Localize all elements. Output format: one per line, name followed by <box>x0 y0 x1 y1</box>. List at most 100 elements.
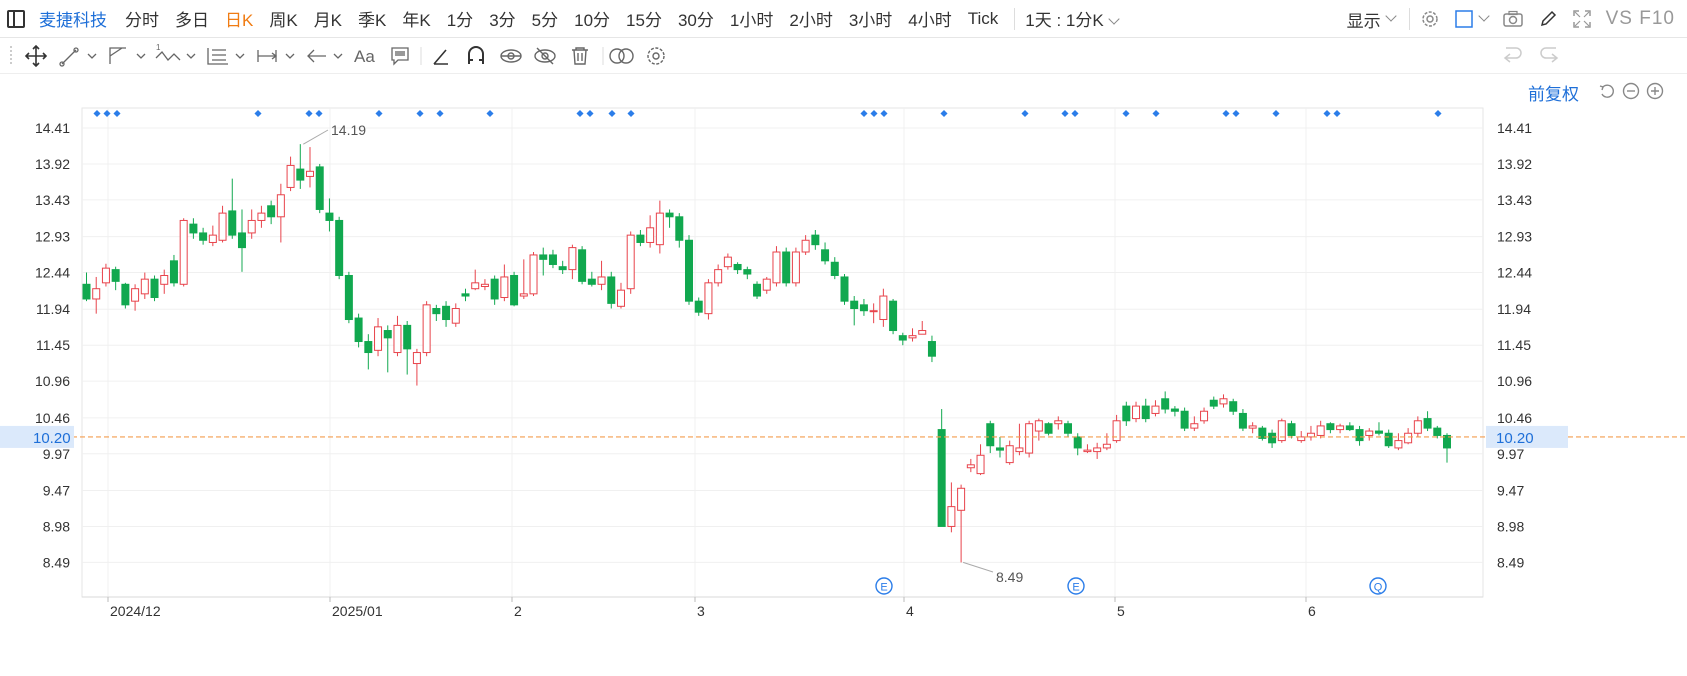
candle <box>869 303 878 324</box>
candle-body <box>568 247 577 271</box>
zoom-in-icon[interactable] <box>1646 82 1664 100</box>
period-tab[interactable]: 30分 <box>677 11 714 30</box>
period-tab[interactable]: 月K <box>313 11 343 30</box>
period-tab[interactable]: 季K <box>358 11 387 30</box>
candle-body <box>1326 423 1335 431</box>
candle <box>1374 422 1383 436</box>
reset-icon[interactable] <box>1598 82 1616 100</box>
line-tool-icon[interactable] <box>59 47 97 67</box>
fullscreen-button[interactable] <box>1572 9 1592 29</box>
comment-tool-icon[interactable] <box>391 47 409 66</box>
period-tab[interactable]: 3小时 <box>848 11 893 30</box>
period-tab[interactable]: Tick <box>967 8 999 28</box>
adjust-mode-button[interactable]: 前复权 <box>1528 85 1579 104</box>
compare-icon[interactable] <box>609 48 634 64</box>
period-tab[interactable]: 5分 <box>531 11 559 30</box>
candle <box>1258 425 1267 441</box>
candle-body <box>237 232 246 249</box>
period-tab[interactable]: 日K <box>225 11 254 30</box>
sidebar-toggle-icon[interactable] <box>7 9 25 28</box>
period-tab[interactable]: 10分 <box>574 11 611 30</box>
angle-tool-icon[interactable] <box>433 49 448 65</box>
candle-body <box>850 300 859 310</box>
arrow-tool-icon[interactable] <box>307 49 343 63</box>
redo-icon[interactable] <box>1540 47 1559 63</box>
candle-body <box>82 283 91 300</box>
candle <box>1044 422 1053 436</box>
fib-tool-icon[interactable] <box>207 48 245 65</box>
trash-icon[interactable] <box>572 47 588 65</box>
candle <box>753 281 762 299</box>
settings-button[interactable] <box>1420 9 1440 29</box>
candle <box>859 298 868 316</box>
candle-body <box>879 295 888 321</box>
period-tab[interactable]: 3分 <box>489 11 516 30</box>
magnet-icon[interactable] <box>468 46 484 64</box>
period-tab[interactable]: 4小时 <box>908 11 952 30</box>
candle-body <box>1394 440 1403 449</box>
text-tool-icon[interactable]: Aa <box>354 47 375 66</box>
zoom-controls <box>1598 82 1664 100</box>
top-right-controls: 显示 VS F10 <box>1347 0 1687 38</box>
event-marker-icon[interactable]: Q <box>1369 577 1387 595</box>
draw-button[interactable] <box>1538 9 1558 29</box>
wave-tool-icon[interactable]: 1 <box>155 43 196 61</box>
candle-body <box>1355 429 1364 442</box>
candle-body <box>199 232 208 241</box>
event-marker-icon[interactable]: E <box>1067 577 1085 595</box>
camera-icon <box>1502 10 1523 27</box>
channel-tool-icon[interactable] <box>109 47 146 64</box>
event-marker-icon[interactable]: E <box>875 577 893 595</box>
y-tick-label: 10.96 <box>35 373 70 389</box>
current-price-tag-right <box>1486 425 1568 448</box>
candle-body <box>675 216 684 241</box>
eye-lock-icon[interactable] <box>500 49 522 63</box>
move-cross-icon[interactable] <box>24 44 48 68</box>
candle <box>374 318 383 357</box>
candle <box>889 298 898 335</box>
candle-body <box>986 423 995 447</box>
candle-body <box>344 274 353 321</box>
undo-icon[interactable] <box>1503 47 1522 63</box>
measure-tool-icon[interactable] <box>257 50 295 62</box>
candle-body <box>1015 447 1024 453</box>
layout-button[interactable] <box>1454 9 1490 29</box>
hide-icon[interactable] <box>534 47 556 65</box>
candle <box>1297 431 1306 443</box>
zoom-out-icon[interactable] <box>1622 82 1640 100</box>
candle <box>704 279 713 320</box>
candle <box>548 249 557 269</box>
candlestick-chart[interactable]: 14.41 13.92 13.43 12.93 12.44 11.94 11.45 10.96… <box>0 75 1687 676</box>
candle <box>179 218 188 287</box>
screenshot-button[interactable] <box>1502 9 1524 29</box>
candle-body <box>1093 447 1102 453</box>
period-tab[interactable]: 周K <box>269 11 298 30</box>
event-dot-icon <box>315 109 323 118</box>
candle-body <box>859 304 868 312</box>
period-tab[interactable]: 2小时 <box>789 11 833 30</box>
candle-body <box>1180 410 1189 429</box>
candle <box>626 231 635 294</box>
candle-body <box>801 239 810 253</box>
y-tick-label: 13.43 <box>35 192 70 208</box>
period-tab[interactable]: 多日 <box>175 11 209 30</box>
candle <box>675 213 684 248</box>
gear-icon[interactable] <box>647 47 665 65</box>
event-dot-icon <box>576 109 584 118</box>
candle <box>383 325 392 373</box>
period-tab[interactable]: 15分 <box>626 11 662 30</box>
candle <box>257 205 266 228</box>
period-tab[interactable]: 1分 <box>446 11 474 30</box>
divider <box>1408 8 1410 30</box>
display-menu[interactable]: 显示 <box>1347 7 1397 32</box>
candle <box>480 279 489 291</box>
candle <box>578 246 587 285</box>
period-tab[interactable]: 年K <box>402 11 431 30</box>
period-tab[interactable]: 分时 <box>125 11 159 30</box>
vs-f10-link[interactable]: VS F10 <box>1605 8 1675 29</box>
event-dot-icon <box>103 109 111 118</box>
interval-select[interactable]: 1天 : 1分K <box>1025 6 1120 31</box>
stock-name[interactable]: 麦捷科技 <box>39 11 107 30</box>
chevron-down-icon <box>1477 10 1490 22</box>
period-tab[interactable]: 1小时 <box>729 11 774 30</box>
